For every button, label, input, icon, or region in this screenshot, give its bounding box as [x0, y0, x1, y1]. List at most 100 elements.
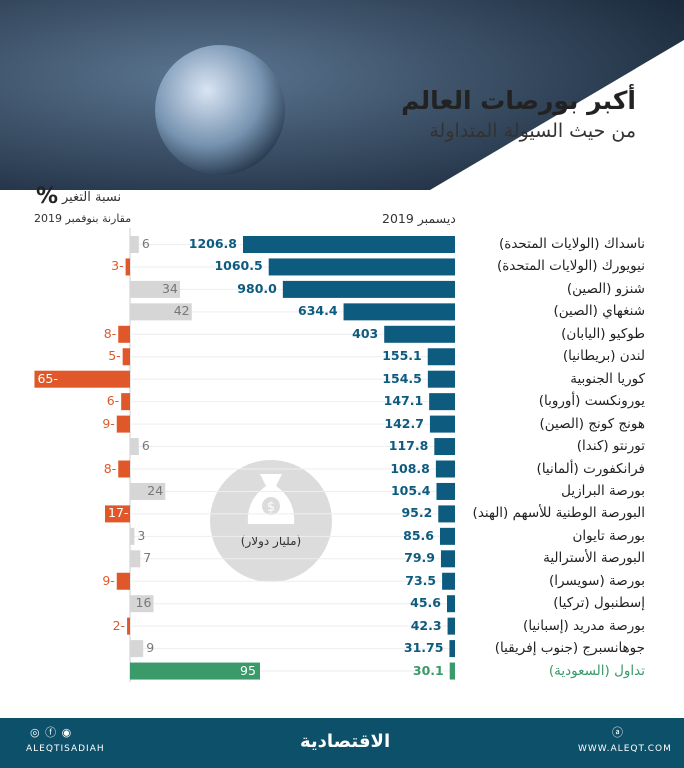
category-label: البورصة الوطنية للأسهم (الهند): [472, 505, 645, 522]
value-bar: [449, 640, 455, 658]
value-label: 85.6: [403, 527, 434, 543]
value-title: ديسمبر 2019: [382, 211, 456, 226]
value-label: 1206.8: [188, 236, 237, 251]
pct-bar: [130, 280, 180, 298]
pct-bar: [127, 617, 130, 635]
page-title: أكبر بورصات العالم: [401, 86, 636, 115]
pct-bar: [130, 236, 139, 253]
value-bar: [438, 505, 455, 523]
pct-label: 24: [147, 482, 164, 498]
pct-bar: [118, 325, 130, 343]
value-bar: [429, 415, 455, 433]
pct-bar: [118, 460, 130, 478]
svg-text:$: $: [267, 500, 275, 515]
chart-area: [34, 228, 455, 682]
value-bar: [243, 236, 455, 253]
value-bar: [268, 258, 455, 276]
unit-label: (مليار دولار): [240, 534, 302, 548]
hero-banner: [0, 0, 684, 190]
category-label: لندن (بريطانيا): [562, 348, 645, 365]
value-label: 147.1: [383, 393, 424, 409]
pct-label: 6: [141, 236, 150, 251]
category-label: تورنتو (كندا): [576, 438, 645, 455]
social-icons[interactable]: ◎ ⓕ ◉: [30, 726, 73, 739]
pct-bar: [130, 550, 141, 568]
page-subtitle: من حيث السيولة المتداولة: [429, 120, 636, 142]
pct-bar: [130, 482, 166, 500]
money-bag-badge: $ (مليار دولار): [210, 460, 332, 582]
value-bar: [427, 370, 455, 388]
pct-label: 3: [137, 527, 146, 543]
value-label: 79.9: [404, 550, 435, 566]
pct-label: 42: [173, 303, 190, 319]
category-label: بورصة (سويسرا): [548, 572, 645, 589]
value-label: 403: [352, 325, 379, 341]
category-label: نيويورك (الولايات المتحدة): [496, 258, 645, 275]
category-label: إسطنبول (تركيا): [553, 595, 645, 612]
category-label: بورصة مدريد (إسبانيا): [523, 617, 645, 634]
value-label: 95.2: [401, 505, 433, 521]
pct-bar: [125, 258, 130, 276]
pct-label: 6: [141, 438, 150, 454]
pct-title: نسبة التغير: [62, 190, 122, 205]
value-label: 31.75: [403, 640, 444, 656]
category-label: شنغهاي (الصين): [553, 303, 645, 320]
category-label: فرانكفورت (ألمانيا): [536, 460, 645, 477]
pct-bar: [116, 572, 130, 590]
pct-bar: [122, 348, 130, 366]
value-label: 73.5: [405, 572, 437, 588]
value-label: 45.6: [410, 595, 441, 611]
category-label: شنزو (الصين): [566, 280, 645, 297]
value-label: 42.3: [410, 617, 442, 633]
pct-label: 65-: [37, 370, 58, 386]
value-bar: [447, 617, 455, 635]
category-label: جوهانسبرج (جنوب إفريقيا): [494, 640, 645, 657]
pct-label: 5-: [108, 348, 121, 364]
value-bar: [446, 595, 455, 613]
pct-label: 8-: [103, 325, 117, 341]
value-bar: [384, 325, 455, 343]
site-url[interactable]: WWW.ALEQT.COM: [578, 744, 672, 754]
category-label: يورونكست (أوروبا): [538, 393, 645, 410]
pct-bar: [34, 370, 131, 388]
pct-bar: [121, 393, 130, 411]
category-label: طوكيو (اليابان): [561, 325, 645, 342]
pct-label: 95: [240, 662, 256, 678]
pct-bar: [130, 438, 139, 456]
pct-bar: [130, 640, 144, 658]
value-bar: [435, 460, 455, 478]
pct-label: 9-: [102, 415, 115, 431]
value-label: 1060.5: [214, 258, 263, 274]
category-label: ناسداك (الولايات المتحدة): [499, 236, 645, 252]
category-label: تداول (السعودية): [548, 662, 645, 679]
value-label: 105.4: [390, 482, 431, 498]
pct-label: 7: [143, 550, 152, 566]
value-bar: [429, 393, 455, 411]
pct-bar: [130, 595, 154, 613]
pct-bar: [130, 527, 135, 545]
value-label: 634.4: [298, 303, 338, 319]
web-icon: ⓐ: [612, 726, 624, 739]
footer: ◎ ⓕ ◉ ALEQTISADIAH الاقتصادية ⓐ WWW.ALEQ…: [0, 718, 684, 768]
pct-label: 34: [161, 280, 178, 296]
pct-bar: [130, 662, 260, 680]
pct-label: 9-: [102, 572, 115, 588]
category-label: بورصة البرازيل: [561, 482, 645, 499]
category-label: هونج كونج (الصين): [539, 415, 645, 432]
pct-bar: [116, 415, 130, 433]
pct-bar: [105, 505, 130, 523]
value-bar: [440, 550, 455, 568]
value-bar: [442, 572, 455, 590]
pct-label: 2-: [112, 617, 126, 633]
category-label: بورصة تايوان: [572, 527, 645, 544]
value-label: 30.1: [412, 662, 444, 678]
social-handle: ALEQTISADIAH: [26, 744, 105, 754]
value-bar: [439, 527, 455, 545]
value-label: 108.8: [390, 460, 430, 476]
value-label: 142.7: [384, 415, 424, 431]
pct-subtitle: مقارنة بنوفمبر 2019: [34, 212, 132, 225]
logo: الاقتصادية: [300, 731, 391, 752]
value-bar: [436, 482, 455, 500]
value-label: 154.5: [382, 370, 422, 386]
